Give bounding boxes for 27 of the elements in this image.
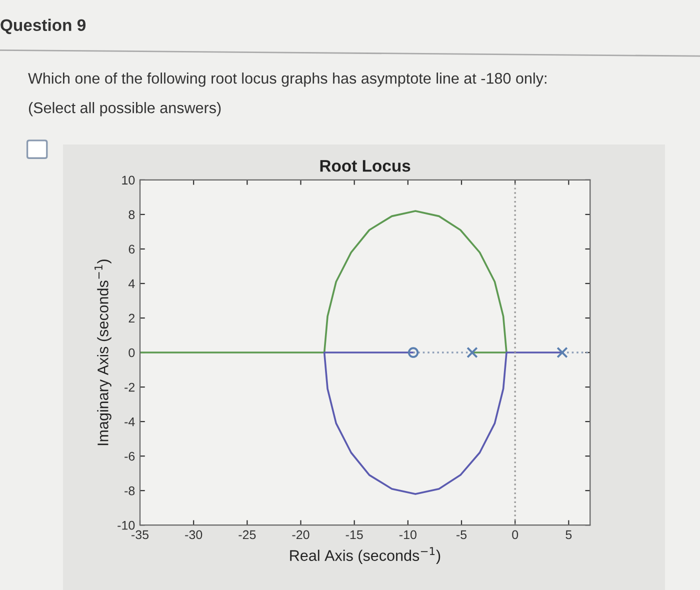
x-tick-label: -30 xyxy=(185,530,202,540)
y-tick-label: 0 xyxy=(128,348,135,358)
x-tick-label: -10 xyxy=(399,530,416,540)
y-tick-label: 6 xyxy=(128,244,135,254)
text: Question 9 xyxy=(0,18,86,34)
x-tick-label: -35 xyxy=(132,530,149,540)
y-axis-title: Imaginary Axis (seconds$^{−1}$) xyxy=(94,260,112,446)
y-tick-label: -10 xyxy=(118,520,135,530)
y-tick-label: 2 xyxy=(128,314,135,323)
x-tick-label: 0 xyxy=(512,530,518,540)
x-tick-label: -15 xyxy=(346,530,363,540)
chart-title: Root Locus xyxy=(320,160,410,172)
y-tick-label: -8 xyxy=(124,486,135,496)
x-tick-label: -5 xyxy=(456,530,467,540)
x-axis-title: Real Axis (seconds$^{−1}$) xyxy=(290,547,440,564)
text: (Select all possible answers) xyxy=(28,102,221,116)
y-tick-label: -4 xyxy=(124,417,135,426)
x-tick-label: -20 xyxy=(292,530,310,540)
text: Which one of the following root locus graphs has asymptote line at -180 only: xyxy=(28,72,546,87)
y-tick-label: 10 xyxy=(122,176,135,185)
line-series xyxy=(140,210,508,354)
y-tick-label: -2 xyxy=(124,382,135,392)
x-tick-label: -25 xyxy=(238,530,256,540)
y-tick-label: 8 xyxy=(128,210,135,220)
y-tick-label: 4 xyxy=(128,279,135,288)
x-tick-label: 5 xyxy=(566,530,572,540)
y-tick-label: -6 xyxy=(124,452,135,461)
